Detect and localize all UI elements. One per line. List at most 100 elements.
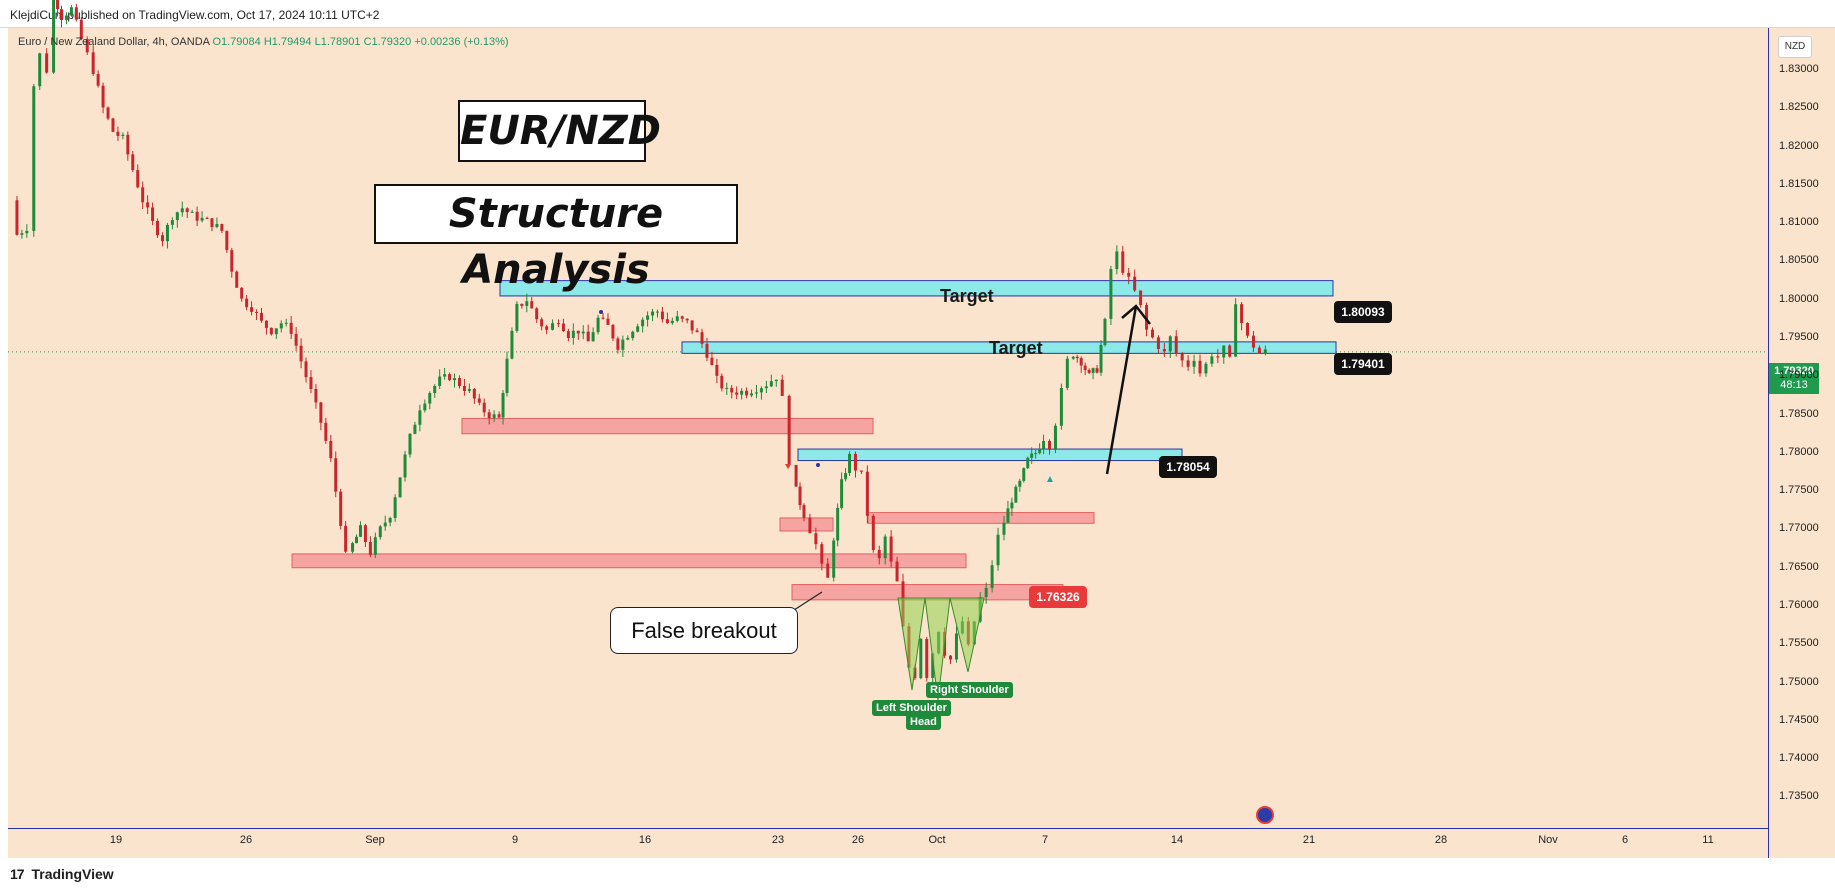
candle-body bbox=[505, 358, 509, 394]
y-tick-label: 1.78500 bbox=[1779, 407, 1819, 420]
candle-body bbox=[1059, 387, 1063, 426]
price-axis[interactable] bbox=[1768, 28, 1835, 858]
candle-body bbox=[477, 398, 481, 403]
candle-body bbox=[1210, 356, 1214, 364]
candle-body bbox=[45, 53, 49, 73]
candle-body bbox=[443, 374, 447, 377]
candle-body bbox=[1228, 345, 1232, 357]
candle-body bbox=[1234, 304, 1238, 357]
candle-body bbox=[91, 52, 95, 74]
candle-body bbox=[1014, 486, 1018, 503]
event-icon[interactable] bbox=[1256, 806, 1274, 824]
x-tick-label: 9 bbox=[511, 834, 519, 846]
candle-body bbox=[141, 187, 145, 203]
head-shoulders-pattern bbox=[897, 597, 985, 701]
candle-body bbox=[655, 311, 659, 313]
candle-body bbox=[344, 525, 348, 552]
candle-body bbox=[64, 15, 68, 21]
price-tag-upper-target: 1.80093 bbox=[1334, 301, 1392, 323]
candle-body bbox=[545, 326, 549, 330]
candle-body bbox=[428, 393, 432, 404]
current-price-label: 1.79320 48:13 bbox=[1769, 363, 1819, 394]
y-tick-label: 1.73500 bbox=[1779, 790, 1819, 803]
candle-body bbox=[101, 85, 105, 108]
x-tick-label: 26 bbox=[239, 834, 253, 846]
x-tick-label: 19 bbox=[109, 834, 123, 846]
candle-body bbox=[1071, 356, 1075, 359]
candle-body bbox=[651, 311, 655, 316]
head-label: Head bbox=[906, 714, 941, 730]
down-triangle-marker bbox=[785, 464, 791, 469]
x-tick-label: 23 bbox=[771, 834, 785, 846]
candle-body bbox=[631, 331, 635, 338]
candle-body bbox=[106, 107, 110, 119]
candle-body bbox=[1091, 368, 1095, 373]
candle-body bbox=[433, 385, 437, 394]
candle-body bbox=[1065, 358, 1069, 388]
y-tick-label: 1.79500 bbox=[1779, 331, 1819, 344]
candle-body bbox=[1042, 440, 1046, 449]
candle-body bbox=[571, 330, 575, 339]
candle-body bbox=[660, 311, 664, 320]
brand-logo[interactable]: 17 TradingView bbox=[10, 866, 114, 882]
candle-body bbox=[279, 323, 283, 329]
x-tick-label: 16 bbox=[638, 834, 652, 846]
candle-body bbox=[586, 331, 590, 342]
candle-body bbox=[25, 230, 29, 234]
candle-body bbox=[836, 507, 840, 541]
candle-body bbox=[403, 454, 407, 478]
candle-body bbox=[996, 534, 1000, 566]
candle-body bbox=[195, 211, 199, 221]
candle-body bbox=[1006, 508, 1010, 523]
candle-body bbox=[700, 332, 704, 344]
symbol-legend[interactable]: Euro / New Zealand Dollar, 4h, OANDA O1.… bbox=[18, 36, 509, 48]
zone-target-1 bbox=[681, 341, 1337, 354]
current-price-value: 1.79320 bbox=[1774, 365, 1814, 377]
y-tick-label: 1.80000 bbox=[1779, 292, 1819, 305]
candle-body bbox=[334, 458, 338, 492]
candle-body bbox=[525, 301, 529, 306]
candle-body bbox=[1075, 356, 1079, 359]
candle-body bbox=[859, 470, 863, 472]
candle-body bbox=[294, 333, 298, 346]
candle-body bbox=[1263, 349, 1267, 354]
candle-body bbox=[895, 561, 899, 582]
candle-body bbox=[820, 544, 824, 564]
candle-body bbox=[368, 541, 372, 555]
target-label-lower: Target bbox=[989, 338, 1043, 358]
candle-body bbox=[1222, 345, 1226, 358]
candle-body bbox=[220, 224, 224, 231]
candle-body bbox=[180, 208, 184, 213]
candle-body bbox=[1109, 269, 1113, 319]
candle-body bbox=[304, 361, 308, 378]
time-axis[interactable] bbox=[8, 828, 1768, 859]
zone-resistance-5 bbox=[779, 517, 834, 532]
bottom-bar: 17 TradingView bbox=[0, 858, 1835, 891]
candle-body bbox=[151, 207, 155, 221]
candle-body bbox=[259, 312, 263, 321]
candle-body bbox=[309, 377, 313, 389]
candle-body bbox=[388, 517, 392, 523]
x-tick-label: 7 bbox=[1041, 834, 1049, 846]
candle-body bbox=[136, 170, 140, 188]
candle-body bbox=[954, 633, 958, 660]
chart-area[interactable] bbox=[8, 28, 1768, 828]
candle-body bbox=[576, 330, 580, 334]
zone-resistance-4 bbox=[867, 512, 1095, 524]
candle-body bbox=[798, 486, 802, 506]
candle-body bbox=[750, 393, 754, 396]
candle-body bbox=[20, 233, 24, 235]
candle-body bbox=[808, 517, 812, 534]
y-tick-label: 1.75000 bbox=[1779, 675, 1819, 688]
candle-body bbox=[116, 131, 120, 136]
price-tag-support: 1.78054 bbox=[1159, 456, 1217, 478]
candle-body bbox=[621, 339, 625, 350]
candle-body bbox=[787, 395, 791, 465]
candle-body bbox=[215, 224, 219, 228]
candle-body bbox=[383, 522, 387, 527]
candle-body bbox=[235, 271, 239, 288]
candle-body bbox=[1204, 363, 1208, 374]
currency-button[interactable]: NZD bbox=[1778, 36, 1812, 58]
candle-body bbox=[501, 393, 505, 418]
candle-body bbox=[1162, 349, 1166, 352]
